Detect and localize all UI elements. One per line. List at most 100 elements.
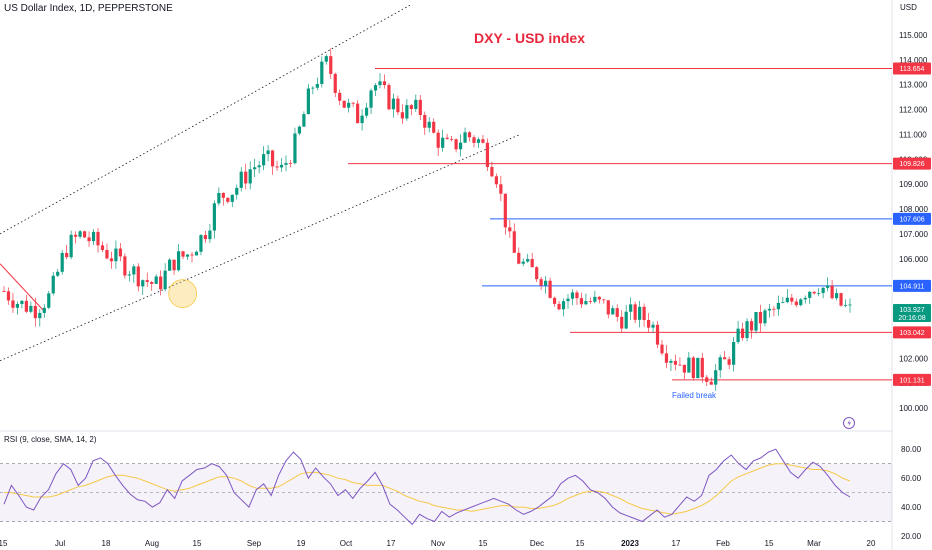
candle-body <box>763 310 767 324</box>
candle-body <box>47 293 51 308</box>
candle-body <box>436 132 440 148</box>
candle-body <box>226 197 230 202</box>
candle-body <box>244 171 248 184</box>
candle-body <box>817 293 821 294</box>
candle-body <box>615 308 619 317</box>
price-unit: USD <box>900 3 917 12</box>
candle-body <box>503 193 507 228</box>
horizontal-levels: 113.654 109.826 107.606 104.911 103.042 101.1… <box>0 62 931 386</box>
rsi-axis: 80.00 60.00 40.00 20.00 <box>0 445 922 541</box>
candle-body <box>141 280 145 287</box>
level-label: 103.042 <box>899 330 924 337</box>
candle-body <box>163 270 167 290</box>
lightning-icon[interactable] <box>843 417 855 429</box>
candle-body <box>212 203 216 231</box>
candle-body <box>512 231 516 253</box>
level-label: 104.911 <box>900 283 925 290</box>
candle-body <box>154 276 158 284</box>
time-tick-label: 15 <box>765 539 774 548</box>
candle-body <box>11 300 15 308</box>
candle-body <box>221 192 225 198</box>
candle-body <box>758 312 763 324</box>
price-tick-label: 109.000 <box>899 180 928 189</box>
candle-body <box>405 105 409 119</box>
candle-body <box>561 301 566 310</box>
time-tick-label: Oct <box>340 539 353 548</box>
candle-body <box>606 300 610 315</box>
rsi-pane: 80.00 60.00 40.00 20.00 <box>0 445 922 541</box>
candle-body <box>172 259 176 271</box>
time-tick-label: Aug <box>145 539 159 548</box>
candle-body <box>485 142 490 167</box>
candle-body <box>803 297 807 300</box>
candle-body <box>185 254 190 257</box>
candle-body <box>176 251 181 271</box>
candle-body <box>87 237 91 242</box>
candle-body <box>732 342 736 365</box>
candle-body <box>517 252 521 264</box>
level-label-box <box>893 157 931 170</box>
candle-body <box>217 192 221 204</box>
candle-body <box>311 87 315 89</box>
candle-body <box>655 324 660 345</box>
candle-body <box>718 357 722 371</box>
candle-body <box>624 311 628 329</box>
candle-body <box>293 133 297 164</box>
candle-body <box>646 320 651 328</box>
price-tick-label: 115.000 <box>899 31 928 40</box>
time-tick-label: 17 <box>387 539 396 548</box>
candle-body <box>629 304 633 312</box>
channel-upper-line <box>0 4 411 235</box>
rsi-tick-label: 40.00 <box>901 503 922 512</box>
candle-body <box>593 296 597 302</box>
candle-body <box>351 102 355 104</box>
candle-body <box>463 132 467 143</box>
candle-body <box>109 258 114 262</box>
candle-body <box>808 291 812 298</box>
candle-body <box>660 344 664 354</box>
candle-body <box>745 321 749 339</box>
candle-body <box>557 303 561 310</box>
candle-body <box>785 297 789 303</box>
candle-body <box>239 171 243 188</box>
candle-body <box>38 312 42 319</box>
candle-body <box>257 165 261 168</box>
candle-body <box>118 248 122 257</box>
candle-body <box>400 112 404 119</box>
time-axis: 15 Jul 18 Aug 15 Sep 19 Oct 17 Nov 15 Dec 15 2023 17 Fe… <box>0 539 876 548</box>
candle-body <box>740 328 745 339</box>
candle-body <box>526 259 530 262</box>
candle-body <box>544 280 548 286</box>
candle-body <box>51 275 55 294</box>
candle-body <box>418 99 422 116</box>
candle-body <box>364 107 369 116</box>
candle-body <box>669 360 673 363</box>
candle-body <box>490 166 494 177</box>
candle-body <box>324 56 328 62</box>
time-tick-label: Sep <box>247 539 262 548</box>
highlight-circle <box>168 279 198 309</box>
candle-body <box>266 150 270 155</box>
candle-body <box>767 308 772 311</box>
candle-body <box>535 267 539 280</box>
candle-body <box>664 353 669 363</box>
candle-body <box>432 121 436 133</box>
price-tick-label: 107.000 <box>899 230 928 239</box>
candle-body <box>150 282 154 284</box>
candle-body <box>91 231 96 242</box>
candle-body <box>230 194 234 202</box>
candle-body <box>566 298 570 302</box>
candle-body <box>123 256 127 276</box>
candle-body <box>248 169 252 184</box>
candle-body <box>15 303 20 308</box>
candle-body <box>584 301 588 305</box>
time-tick-label: 15 <box>479 539 488 548</box>
level-label: 101.131 <box>899 377 924 384</box>
candle-body <box>127 274 131 276</box>
candle-body <box>297 126 302 134</box>
level-label-box <box>893 373 931 386</box>
candle-body <box>24 300 28 312</box>
candle-body <box>781 302 785 303</box>
candle-body <box>181 251 185 257</box>
candle-body <box>391 98 396 110</box>
